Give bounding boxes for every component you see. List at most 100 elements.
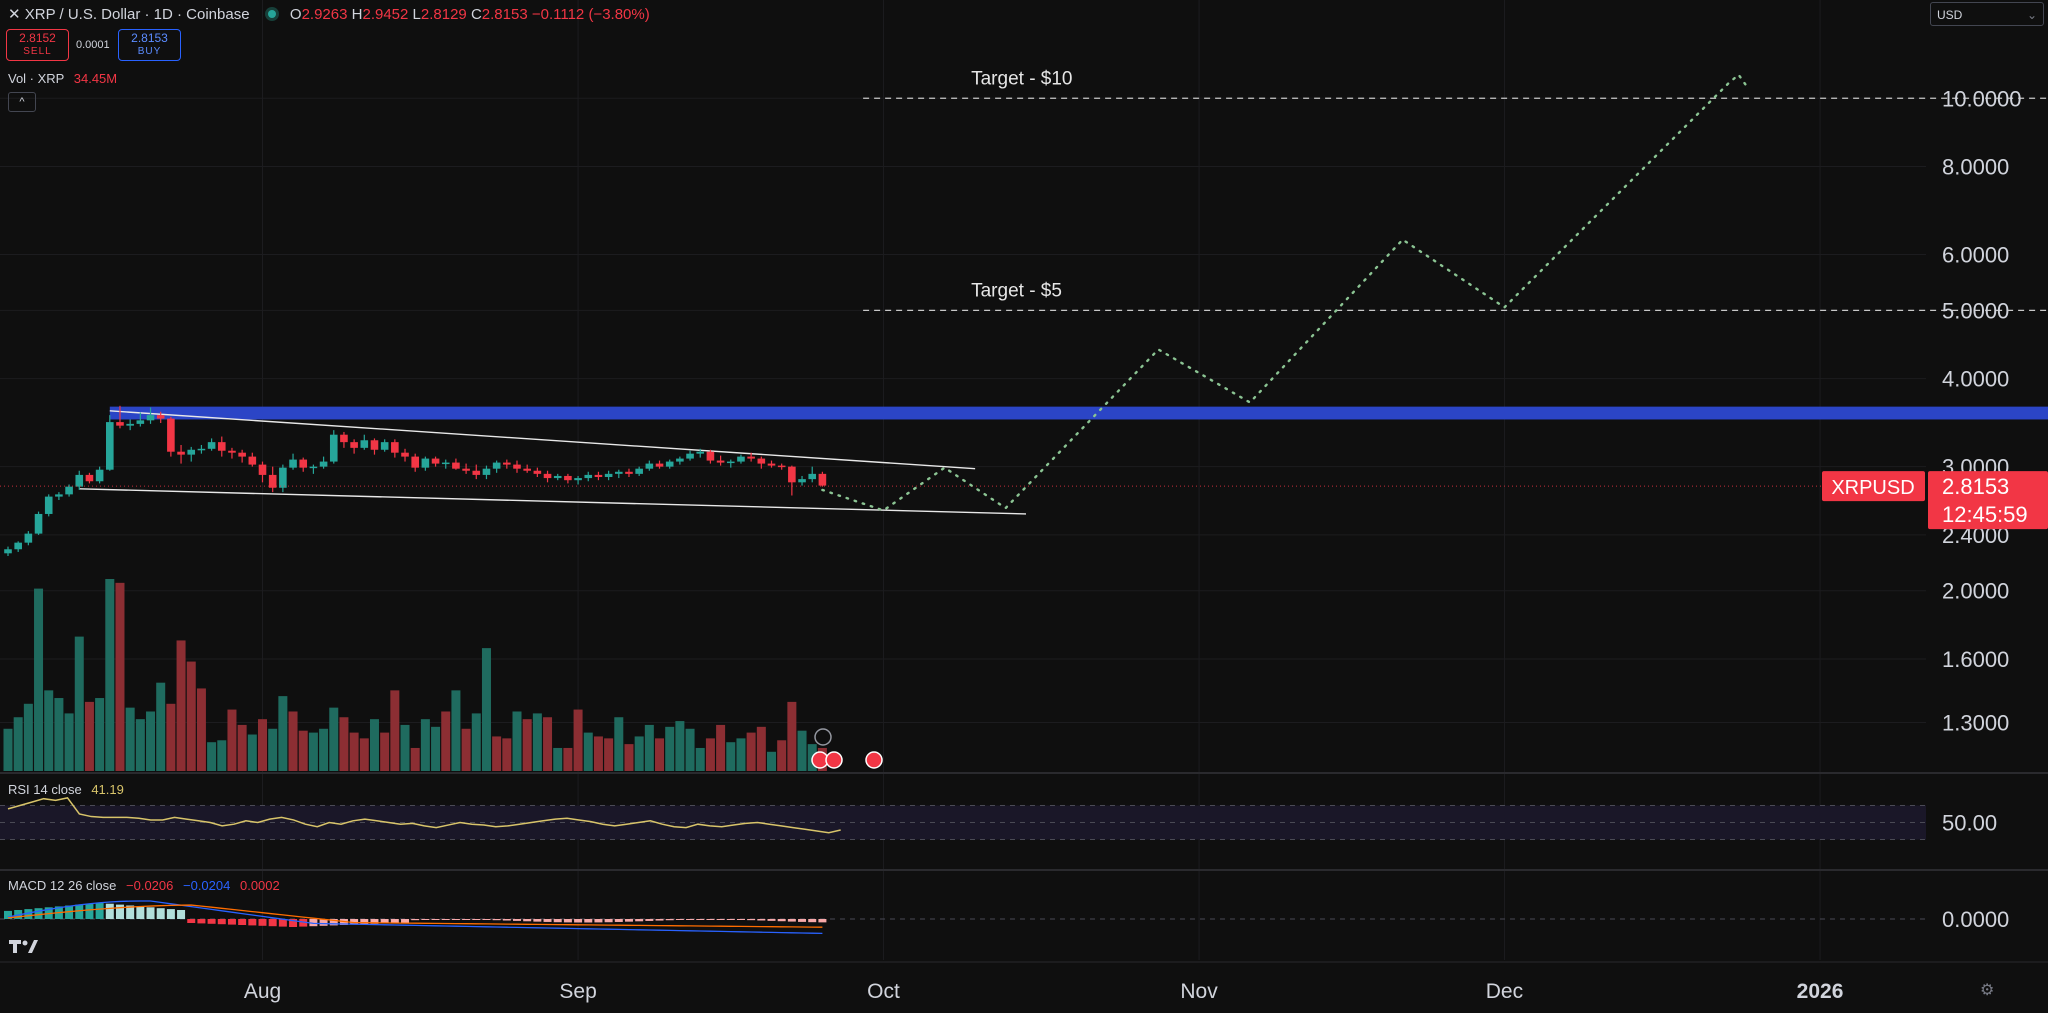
macd-histogram-bar — [502, 919, 511, 921]
sell-button[interactable]: 2.8152 SELL — [6, 29, 69, 61]
macd-histogram-bar — [492, 919, 501, 921]
macd-value: −0.0206 — [126, 878, 174, 893]
ohlc-open-label: O — [289, 6, 302, 23]
symbol-badge-label: XRPUSD — [1831, 477, 1914, 499]
candle-body — [757, 458, 766, 464]
macd-histogram-bar — [624, 919, 633, 922]
volume-bar — [522, 719, 532, 771]
volume-bar — [359, 738, 369, 771]
candle-body — [116, 422, 124, 426]
settings-gear-icon[interactable]: ⚙ — [1980, 982, 1995, 999]
candle-body — [615, 471, 623, 474]
macd-histogram-bar — [258, 919, 267, 926]
volume-bar — [227, 709, 237, 771]
projection-path — [821, 72, 1750, 512]
volume-bar — [512, 711, 522, 771]
close-icon[interactable]: ✕ — [8, 6, 21, 23]
macd-histogram-bar — [513, 919, 521, 921]
tradingview-logo-icon[interactable] — [8, 937, 40, 960]
candle-body — [584, 474, 593, 479]
candle-body — [248, 456, 257, 465]
candle-body — [574, 478, 582, 481]
macd-histogram-bar — [24, 909, 33, 919]
candle-body — [553, 475, 562, 479]
candle-body — [217, 442, 226, 451]
volume-bar — [268, 728, 278, 771]
candle-body — [126, 423, 134, 426]
candle-body — [340, 434, 348, 443]
macd-axis-label: 0.0000 — [1942, 907, 2009, 932]
candle-body — [329, 434, 338, 462]
macd-histogram-bar — [462, 919, 471, 920]
macd-histogram-bar — [411, 919, 420, 921]
volume-bar — [410, 747, 420, 771]
macd-histogram-bar — [268, 919, 277, 927]
candle-body — [136, 420, 145, 424]
dividend-event-icon — [814, 728, 832, 746]
candle-body — [808, 473, 817, 480]
currency-value: USD — [1937, 8, 1963, 22]
candle-body — [431, 458, 440, 464]
macd-histogram-bar — [747, 919, 756, 921]
price-axis-label: 8.0000 — [1942, 155, 2009, 180]
price-axis-label: 10.0000 — [1942, 86, 2022, 111]
buy-button[interactable]: 2.8153 BUY — [118, 29, 181, 61]
volume-bar — [95, 698, 105, 771]
macd-histogram-bar — [706, 919, 715, 920]
volume-bar — [54, 698, 64, 771]
volume-bar — [553, 747, 563, 771]
macd-histogram-bar — [197, 919, 206, 924]
candle-body — [767, 463, 776, 466]
sell-label: SELL — [23, 46, 52, 57]
macd-signal-line — [7, 904, 823, 928]
macd-histogram-bar — [696, 919, 705, 920]
volume-bar — [573, 709, 583, 771]
macd-legend[interactable]: MACD 12 26 close −0.0206 −0.0204 0.0002 — [8, 878, 280, 893]
macd-histogram-bar — [187, 919, 196, 923]
candle-body — [696, 451, 705, 454]
volume-legend[interactable]: Vol · XRP 34.45M — [8, 71, 117, 86]
macd-histogram-bar — [533, 919, 542, 922]
macd-histogram-bar — [227, 919, 236, 925]
volume-bar — [644, 724, 654, 771]
collapse-legend-button[interactable]: ^ — [8, 92, 36, 112]
candle-body — [716, 460, 725, 463]
candle-body — [238, 452, 246, 457]
candle-body — [472, 470, 481, 475]
macd-histogram-bar — [95, 902, 104, 919]
volume-bar — [420, 719, 430, 771]
volume-bar — [746, 732, 756, 771]
target-label: Target - $5 — [971, 280, 1062, 301]
macd-label: MACD 12 26 close — [8, 878, 117, 893]
macd-histogram-bar — [126, 905, 135, 919]
candle-body — [523, 468, 531, 471]
candle-body — [452, 462, 460, 469]
currency-select[interactable]: USD ⌄ — [1930, 2, 2044, 26]
candle-body — [177, 451, 185, 455]
macd-histogram-bar — [686, 919, 695, 920]
candle-body — [146, 415, 155, 421]
macd-histogram-bar — [594, 919, 603, 923]
macd-histogram-bar — [156, 908, 165, 919]
candle-body — [34, 513, 43, 534]
symbol-title[interactable]: XRP / U.S. Dollar · 1D · Coinbase — [24, 6, 250, 23]
macd-histogram-bar — [370, 919, 379, 924]
macd-histogram-bar — [136, 906, 145, 919]
candle-body — [604, 473, 613, 478]
candle-body — [686, 453, 694, 459]
candle-body — [798, 479, 806, 483]
volume-bar — [44, 690, 54, 771]
rsi-legend[interactable]: RSI 14 close 41.19 — [8, 782, 124, 797]
candle-body — [268, 474, 277, 488]
candle-body — [85, 474, 94, 482]
macd-histogram-bar — [736, 919, 745, 920]
macd-histogram-bar — [238, 919, 247, 925]
rsi-label: RSI 14 close — [8, 782, 82, 797]
candle-body — [95, 469, 104, 482]
macd-histogram-bar — [451, 919, 460, 920]
economic-event-flag-icon — [865, 751, 883, 769]
price-change: −0.1112 (−3.80%) — [531, 6, 650, 23]
macd-histogram-bar — [85, 903, 94, 919]
ohlc-high-value: 2.9452 — [362, 6, 409, 23]
